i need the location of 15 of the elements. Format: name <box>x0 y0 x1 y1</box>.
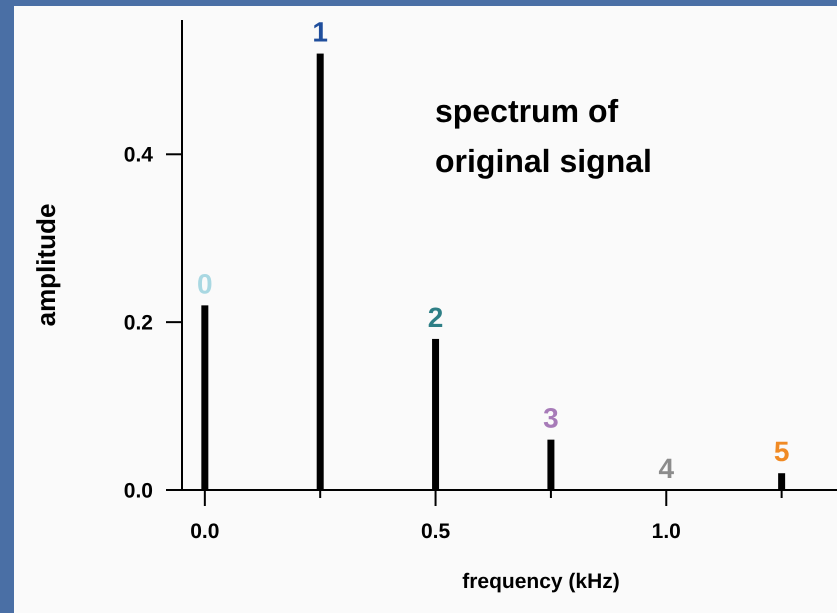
y-tick-label: 0.4 <box>124 144 154 167</box>
annotation: 1 <box>312 16 328 48</box>
annotation: 0 <box>197 268 213 300</box>
x-tick-label: 0.0 <box>190 520 220 543</box>
annotation: 2 <box>428 302 444 333</box>
annotation: 5 <box>774 436 790 468</box>
x-tick-label: 1.0 <box>652 520 681 543</box>
x-tick-label: 0.5 <box>420 520 450 543</box>
y-tick-label: 0.2 <box>124 311 153 334</box>
annotation: 3 <box>543 402 559 434</box>
y-axis-title: amplitude <box>31 204 61 326</box>
y-tick-label: 0.0 <box>124 479 153 502</box>
text: spectrum of original signal <box>435 93 652 179</box>
x-axis-title: frequency (kHz) <box>462 570 620 593</box>
annotation: 4 <box>658 453 674 484</box>
